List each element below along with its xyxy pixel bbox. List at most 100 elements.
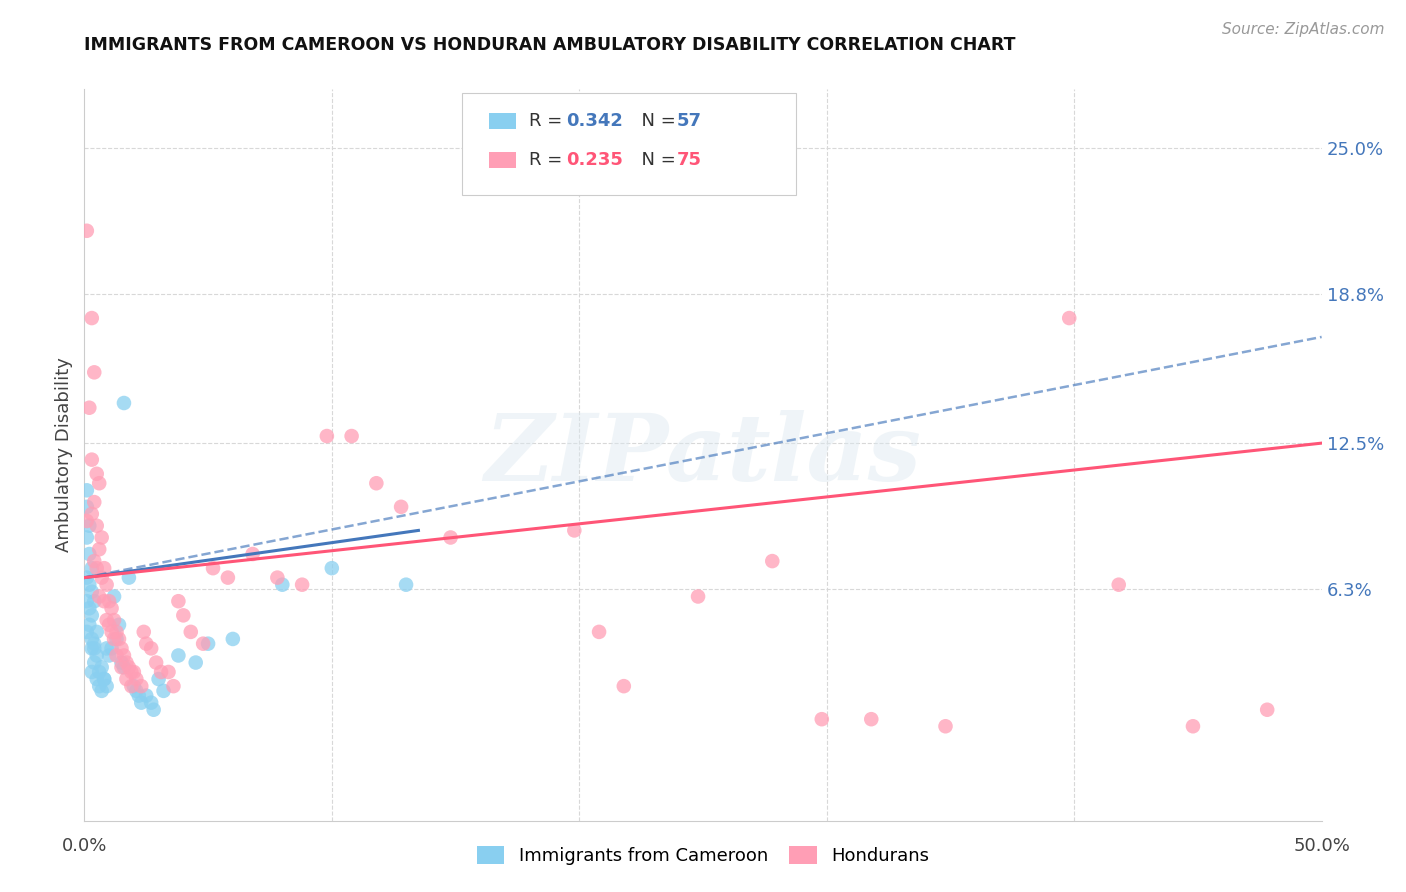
Point xyxy=(122,665,145,679)
Text: Source: ZipAtlas.com: Source: ZipAtlas.com xyxy=(1222,22,1385,37)
Point xyxy=(79,617,101,632)
Point xyxy=(686,590,709,604)
Point xyxy=(86,467,108,481)
Point xyxy=(152,684,174,698)
Point xyxy=(167,594,190,608)
Text: IMMIGRANTS FROM CAMEROON VS HONDURAN AMBULATORY DISABILITY CORRELATION CHART: IMMIGRANTS FROM CAMEROON VS HONDURAN AMB… xyxy=(84,36,1017,54)
Point xyxy=(105,632,128,646)
Point xyxy=(162,679,184,693)
Point xyxy=(129,696,152,710)
Point xyxy=(439,531,461,545)
Point xyxy=(89,665,111,679)
Point xyxy=(202,561,225,575)
Text: R =: R = xyxy=(529,151,568,169)
Point xyxy=(83,641,105,656)
Point xyxy=(83,365,105,379)
Point xyxy=(79,577,101,591)
Point xyxy=(340,429,363,443)
Point xyxy=(150,665,173,679)
Point xyxy=(96,577,118,591)
Point xyxy=(128,689,150,703)
Point xyxy=(80,608,103,623)
Point xyxy=(103,613,125,627)
Point xyxy=(112,648,135,663)
Point xyxy=(105,648,128,663)
Point xyxy=(76,571,98,585)
Point xyxy=(105,624,128,639)
Point xyxy=(118,571,141,585)
Point xyxy=(80,632,103,646)
Point xyxy=(98,594,121,608)
Point xyxy=(103,590,125,604)
Point xyxy=(934,719,956,733)
Point xyxy=(90,531,112,545)
Point xyxy=(135,637,157,651)
Point xyxy=(389,500,412,514)
Point xyxy=(217,571,239,585)
Point xyxy=(588,624,610,639)
Point xyxy=(1181,719,1204,733)
Point xyxy=(76,500,98,514)
Point xyxy=(141,696,163,710)
Point xyxy=(145,656,167,670)
Point xyxy=(366,476,388,491)
Point xyxy=(110,641,132,656)
Point xyxy=(132,624,155,639)
Point xyxy=(100,601,122,615)
Point xyxy=(80,507,103,521)
Point xyxy=(266,571,288,585)
Point xyxy=(184,656,207,670)
Point xyxy=(118,660,141,674)
Text: 57: 57 xyxy=(678,112,702,129)
Text: R =: R = xyxy=(529,112,568,129)
Point xyxy=(86,648,108,663)
Point xyxy=(142,703,165,717)
Point xyxy=(79,401,101,415)
Point xyxy=(125,684,148,698)
Point xyxy=(86,624,108,639)
Point xyxy=(222,632,245,646)
Point xyxy=(1108,577,1130,591)
Point xyxy=(86,672,108,686)
Point xyxy=(191,637,214,651)
Point xyxy=(89,542,111,557)
Text: N =: N = xyxy=(630,112,682,129)
Point xyxy=(157,665,180,679)
Point xyxy=(80,452,103,467)
Point xyxy=(115,656,138,670)
Point xyxy=(96,641,118,656)
Point xyxy=(93,672,115,686)
Point xyxy=(76,514,98,528)
Point xyxy=(90,684,112,698)
Point xyxy=(76,624,98,639)
Point xyxy=(172,608,194,623)
Point xyxy=(110,656,132,670)
Point xyxy=(180,624,202,639)
Point xyxy=(80,311,103,326)
Point xyxy=(100,641,122,656)
Point xyxy=(86,518,108,533)
Text: 75: 75 xyxy=(678,151,702,169)
Point xyxy=(141,641,163,656)
Point xyxy=(76,531,98,545)
Point xyxy=(120,665,142,679)
Point xyxy=(761,554,783,568)
Point xyxy=(321,561,343,575)
Point xyxy=(79,601,101,615)
Point xyxy=(135,689,157,703)
Point xyxy=(112,396,135,410)
Point xyxy=(83,656,105,670)
Point xyxy=(76,594,98,608)
Point xyxy=(108,617,131,632)
Point xyxy=(810,712,832,726)
Y-axis label: Ambulatory Disability: Ambulatory Disability xyxy=(55,358,73,552)
Point xyxy=(613,679,636,693)
Point xyxy=(112,660,135,674)
Point xyxy=(115,672,138,686)
Point xyxy=(96,613,118,627)
Point xyxy=(315,429,337,443)
Point xyxy=(76,224,98,238)
FancyBboxPatch shape xyxy=(489,153,516,169)
Point xyxy=(80,561,103,575)
Point xyxy=(83,594,105,608)
